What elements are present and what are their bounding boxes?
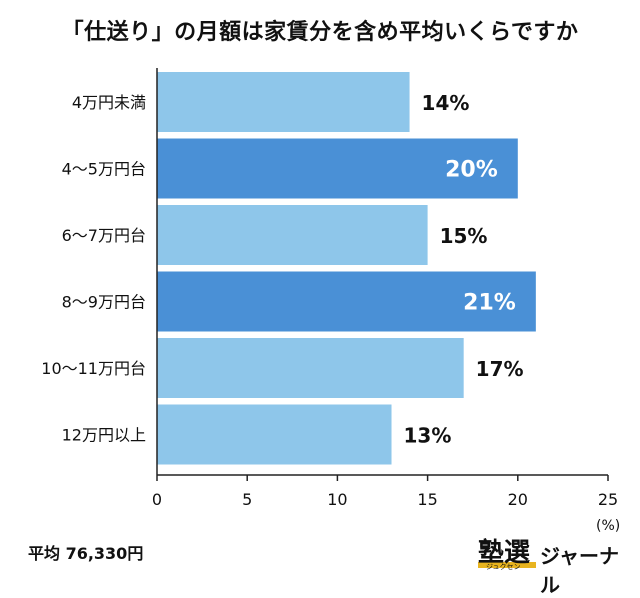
data-label: 17% xyxy=(476,357,524,381)
category-label: 12万円以上 xyxy=(62,426,146,445)
logo-stripe xyxy=(478,562,536,568)
bar xyxy=(157,138,518,199)
x-tick-label: 5 xyxy=(242,490,252,509)
data-label: 21% xyxy=(463,291,516,316)
logo-main-text: 塾選 xyxy=(478,538,531,568)
bar xyxy=(157,205,428,265)
x-tick-label: 20 xyxy=(508,490,528,509)
site-logo: 塾選 ジュクセン ジャーナル xyxy=(478,532,628,597)
data-label: 15% xyxy=(440,224,488,248)
category-label: 4〜5万円台 xyxy=(62,160,146,179)
bar xyxy=(157,271,536,332)
average-note: 平均 76,330円 xyxy=(28,544,144,563)
bar xyxy=(157,338,464,398)
logo-journal-text: ジャーナル xyxy=(540,544,619,597)
x-tick-label: 10 xyxy=(327,490,347,509)
x-tick-label: 15 xyxy=(417,490,437,509)
category-label: 8〜9万円台 xyxy=(62,293,146,312)
bar xyxy=(157,404,392,465)
axis-unit-label: (%) xyxy=(596,518,621,534)
x-tick-label: 25 xyxy=(598,490,618,509)
data-label: 20% xyxy=(445,158,498,183)
bar xyxy=(157,72,410,132)
category-label: 4万円未満 xyxy=(72,93,146,112)
data-label: 14% xyxy=(422,91,470,115)
logo-sub-text: ジュクセン xyxy=(486,563,521,571)
chart-title: 「仕送り」の月額は家賃分を含め平均いくらですか xyxy=(61,20,579,45)
data-label: 13% xyxy=(404,424,452,448)
x-tick-label: 0 xyxy=(152,490,162,509)
category-label: 6〜7万円台 xyxy=(62,226,146,245)
category-label: 10〜11万円台 xyxy=(41,359,146,378)
